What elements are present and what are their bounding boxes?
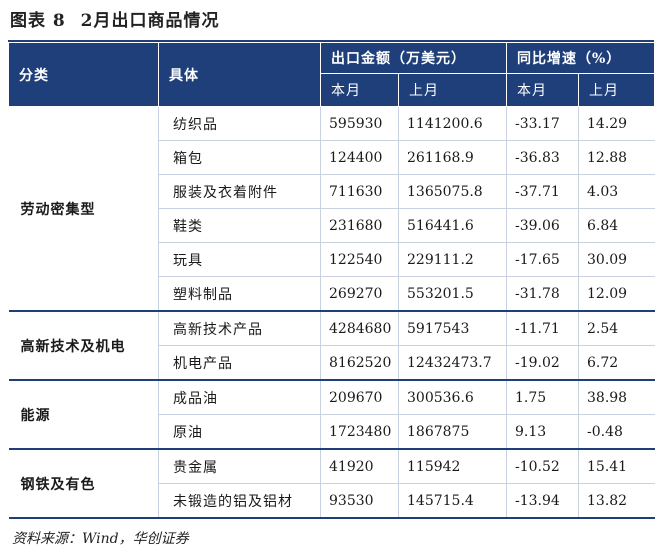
cell-amount-last: 261168.9 bbox=[398, 140, 507, 175]
cell-amount-current: 231680 bbox=[320, 208, 399, 243]
cell-item: 纺织品 bbox=[158, 106, 321, 141]
table-row: 玩具 122540 229111.2 -17.65 30.09 bbox=[8, 242, 655, 277]
top-rule bbox=[8, 40, 654, 42]
table-row: 能源 成品油 209670 300536.6 1.75 38.98 bbox=[8, 380, 655, 449]
table-row: 塑料制品 269270 553201.5 -31.78 12.09 bbox=[8, 276, 655, 311]
cell-yoy-last: 4.03 bbox=[587, 183, 619, 200]
cell-amount-last: 1365075.8 bbox=[398, 174, 507, 209]
cell-yoy-current: -19.02 bbox=[506, 345, 579, 380]
table-row: 鞋类 231680 516441.6 -39.06 6.84 bbox=[8, 208, 655, 243]
cell-yoy-last: -0.48 bbox=[587, 423, 623, 440]
cell-yoy-current: -17.65 bbox=[506, 242, 579, 277]
header-amount-group: 出口金额（万美元） bbox=[320, 42, 507, 74]
cell-yoy-last: 38.98 bbox=[587, 389, 628, 406]
cell-yoy-last: 6.72 bbox=[587, 354, 619, 371]
cell-item: 未锻造的铝及铝材 bbox=[158, 483, 321, 518]
cell-yoy-last: 12.09 bbox=[587, 285, 628, 302]
cell-amount-last: 229111.2 bbox=[398, 242, 507, 277]
cell-amount-current: 269270 bbox=[320, 276, 399, 311]
cell-amount-last: 300536.6 bbox=[398, 380, 507, 415]
header-item: 具体 bbox=[158, 42, 321, 107]
cell-amount-current: 41920 bbox=[320, 449, 399, 484]
table-body: 劳动密集型 纺织品 595930 1141200.6 -33.17 14.29 箱包 1244… bbox=[8, 106, 655, 518]
cell-item: 原油 bbox=[158, 414, 321, 449]
cell-yoy-last: 13.82 bbox=[587, 492, 628, 509]
cell-amount-current: 124400 bbox=[320, 140, 399, 175]
table-row: 服装及衣着附件 711630 1365075.8 -37.71 4.03 bbox=[8, 174, 655, 209]
cell-item: 鞋类 bbox=[158, 208, 321, 243]
cell-amount-current: 1723480 bbox=[320, 414, 399, 449]
cell-category: 高新技术及机电 bbox=[8, 311, 159, 380]
figure-title-text: 2月出口商品情况 bbox=[80, 11, 220, 31]
table-row: 劳动密集型 纺织品 595930 1141200.6 -33.17 14.29 bbox=[8, 106, 655, 311]
header-amount-current: 本月 bbox=[320, 73, 399, 107]
figure-label: 图表 8 bbox=[10, 11, 66, 31]
cell-item: 服装及衣着附件 bbox=[158, 174, 321, 209]
cell-amount-last: 516441.6 bbox=[398, 208, 507, 243]
cell-yoy-current: -10.52 bbox=[506, 449, 579, 484]
table-row: 未锻造的铝及铝材 93530 145715.4 -13.94 13.82 bbox=[8, 483, 655, 518]
cell-yoy-last: 12.88 bbox=[587, 149, 628, 166]
header-category: 分类 bbox=[8, 42, 159, 107]
cell-yoy-current: 1.75 bbox=[506, 380, 579, 415]
source-note: 资料来源：Wind，华创证券 bbox=[12, 531, 189, 547]
cell-amount-current: 209670 bbox=[320, 380, 399, 415]
cell-amount-last: 1867875 bbox=[398, 414, 507, 449]
cell-amount-current: 4284680 bbox=[320, 311, 399, 346]
cell-yoy-current: 9.13 bbox=[506, 414, 579, 449]
figure-title: 图表 8 2月出口商品情况 bbox=[10, 8, 228, 34]
export-table: 分类 具体 出口金额（万美元） 同比增速（%） 本月 上月 本月 上月 劳动密集… bbox=[8, 42, 655, 519]
header-yoy-group: 同比增速（%） bbox=[506, 42, 655, 74]
cell-category: 能源 bbox=[8, 380, 159, 449]
cell-yoy-last: 14.29 bbox=[587, 115, 628, 132]
table-row: 钢铁及有色 贵金属 41920 115942 -10.52 15.41 bbox=[8, 449, 655, 518]
cell-amount-current: 122540 bbox=[320, 242, 399, 277]
cell-yoy-last: 30.09 bbox=[587, 251, 628, 268]
cell-yoy-current: -37.71 bbox=[506, 174, 579, 209]
cell-yoy-current: -13.94 bbox=[506, 483, 579, 518]
cell-yoy-current: -33.17 bbox=[506, 106, 579, 141]
cell-category: 钢铁及有色 bbox=[8, 449, 159, 518]
cell-amount-last: 145715.4 bbox=[398, 483, 507, 518]
cell-yoy-current: -39.06 bbox=[506, 208, 579, 243]
cell-yoy-last: 2.54 bbox=[587, 320, 619, 337]
header-yoy-current: 本月 bbox=[506, 73, 579, 107]
cell-amount-last: 12432473.7 bbox=[398, 345, 507, 380]
header-yoy-last: 上月 bbox=[578, 73, 655, 107]
cell-amount-current: 93530 bbox=[320, 483, 399, 518]
cell-item: 高新技术产品 bbox=[158, 311, 321, 346]
cell-amount-last: 115942 bbox=[398, 449, 507, 484]
cell-category: 劳动密集型 bbox=[8, 106, 159, 311]
cell-amount-current: 711630 bbox=[320, 174, 399, 209]
table-row: 高新技术及机电 高新技术产品 4284680 5917543 -11.71 2.54 bbox=[8, 311, 655, 380]
cell-amount-last: 5917543 bbox=[398, 311, 507, 346]
table-row: 原油 1723480 1867875 9.13 -0.48 bbox=[8, 414, 655, 449]
cell-yoy-current: -36.83 bbox=[506, 140, 579, 175]
header-amount-last: 上月 bbox=[398, 73, 507, 107]
cell-amount-current: 595930 bbox=[320, 106, 399, 141]
cell-amount-last: 1141200.6 bbox=[398, 106, 507, 141]
cell-amount-current: 8162520 bbox=[320, 345, 399, 380]
cell-item: 玩具 bbox=[158, 242, 321, 277]
cell-yoy-last: 15.41 bbox=[587, 458, 628, 475]
table-row: 机电产品 8162520 12432473.7 -19.02 6.72 bbox=[8, 345, 655, 380]
cell-yoy-current: -11.71 bbox=[506, 311, 579, 346]
cell-item: 机电产品 bbox=[158, 345, 321, 380]
cell-yoy-current: -31.78 bbox=[506, 276, 579, 311]
cell-item: 贵金属 bbox=[158, 449, 321, 484]
cell-item: 成品油 bbox=[158, 380, 321, 415]
cell-item: 塑料制品 bbox=[158, 276, 321, 311]
cell-amount-last: 553201.5 bbox=[398, 276, 507, 311]
table-row: 箱包 124400 261168.9 -36.83 12.88 bbox=[8, 140, 655, 175]
cell-item: 箱包 bbox=[158, 140, 321, 175]
cell-yoy-last: 6.84 bbox=[587, 217, 619, 234]
